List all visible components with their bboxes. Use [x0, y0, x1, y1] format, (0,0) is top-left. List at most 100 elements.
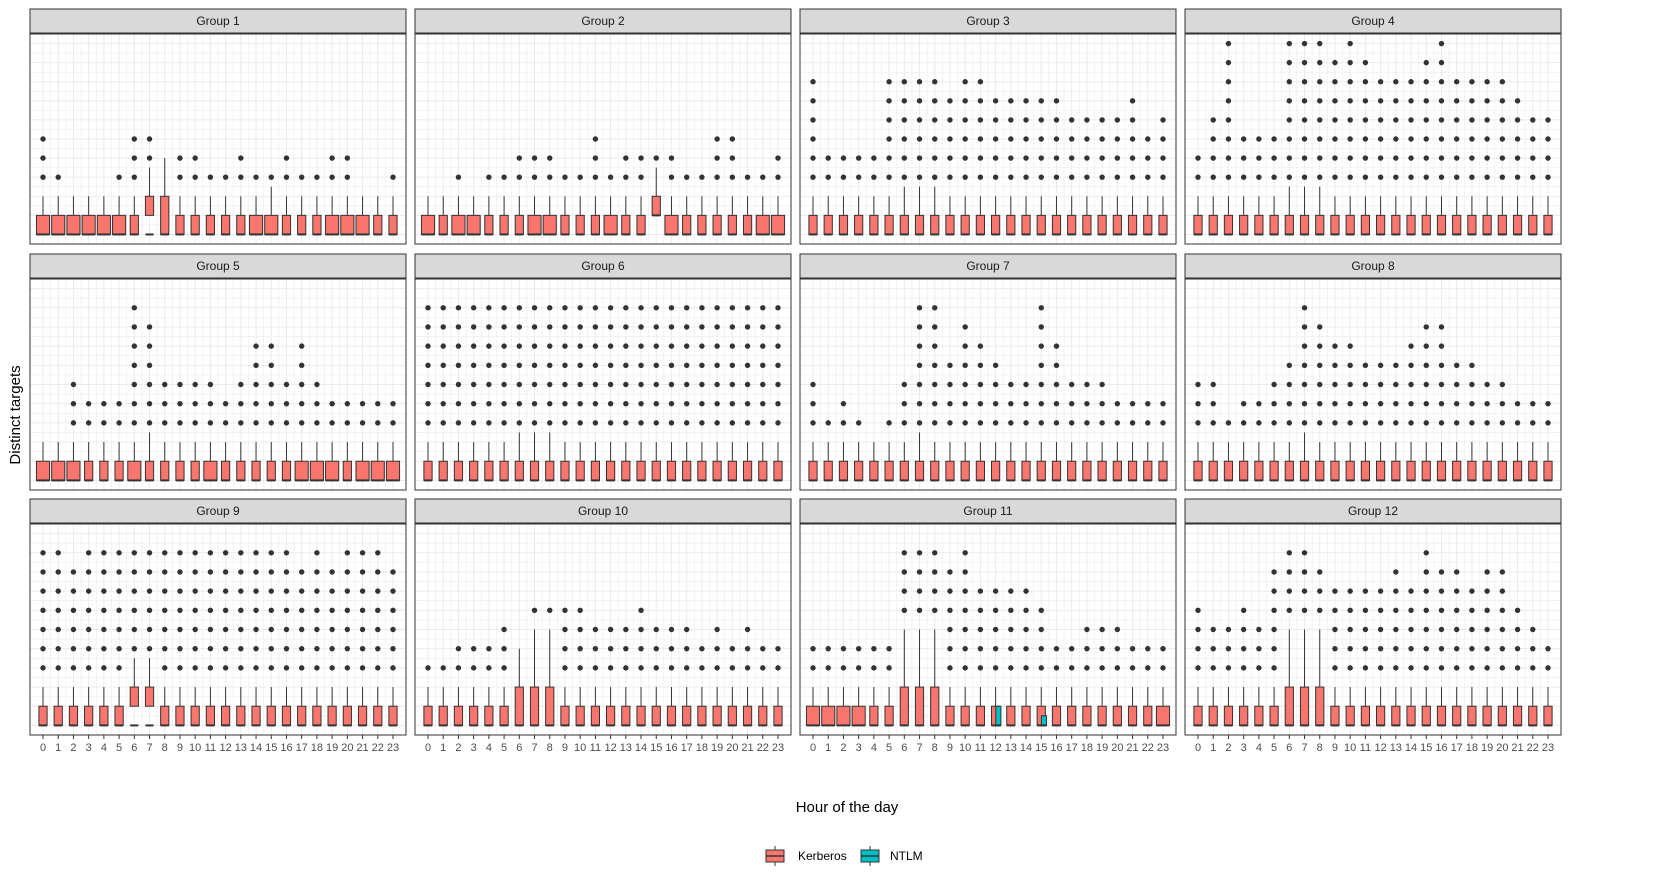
outlier-point — [714, 362, 720, 369]
gridlines — [1185, 34, 1561, 244]
outlier-point — [992, 381, 999, 388]
outlier-point — [222, 174, 229, 180]
box — [636, 214, 646, 235]
outlier-point — [760, 665, 766, 671]
outlier-point — [1038, 420, 1044, 426]
box — [281, 460, 292, 481]
outlier-point — [1393, 665, 1399, 671]
outlier-point — [238, 400, 244, 407]
box-hour-10 — [190, 155, 200, 236]
x-tick-label: 3 — [856, 742, 862, 754]
outlier-point — [85, 550, 92, 556]
box — [1223, 460, 1234, 481]
box — [264, 214, 279, 235]
outlier-point — [131, 607, 138, 614]
box-hour-22 — [373, 550, 383, 727]
outlier-point — [714, 381, 720, 388]
x-tick-label: 10 — [1344, 742, 1356, 754]
box — [1315, 214, 1325, 235]
outlier-point — [253, 381, 259, 388]
outlier-point — [131, 550, 138, 556]
outlier-point — [729, 381, 736, 388]
outlier-point — [146, 136, 153, 142]
outlier-point — [1084, 117, 1090, 123]
box — [1330, 705, 1340, 726]
facet-strip — [29, 8, 407, 34]
outlier-point — [329, 155, 335, 161]
box-hour-0 — [35, 136, 51, 236]
outlier-point — [470, 324, 477, 330]
x-tick-label: 21 — [1126, 742, 1138, 754]
box-hour-23 — [773, 645, 783, 727]
outlier-point — [268, 550, 274, 556]
outlier-point — [744, 362, 751, 369]
outlier-point — [592, 665, 599, 671]
outlier-point — [1195, 665, 1201, 671]
outlier-point — [1453, 381, 1460, 388]
box-hour-11 — [590, 136, 601, 236]
outlier-point — [977, 98, 984, 104]
outlier-point — [592, 362, 599, 369]
box-hour-13 — [621, 626, 631, 727]
box — [742, 705, 753, 726]
outlier-point — [623, 174, 629, 180]
outlier-point — [375, 420, 381, 426]
outlier-point — [390, 607, 396, 614]
box — [899, 686, 909, 726]
box — [144, 686, 155, 707]
outlier-point — [101, 550, 107, 556]
outlier-point — [932, 324, 938, 330]
x-tick-label: 13 — [620, 742, 632, 754]
box-hour-3 — [1239, 400, 1249, 482]
outlier-point — [1484, 381, 1490, 388]
box — [340, 214, 355, 235]
box-hour-6 — [129, 550, 139, 727]
box — [560, 705, 570, 726]
box-hour-16 — [1436, 40, 1447, 236]
outlier-point — [207, 174, 214, 180]
outlier-point — [1408, 155, 1414, 161]
box-hour-8 — [1315, 40, 1325, 236]
box-hour-16 — [1051, 98, 1062, 236]
x-tick-label: 12 — [219, 742, 231, 754]
outlier-point — [1038, 665, 1044, 671]
outlier-point — [1008, 381, 1014, 388]
outlier-point — [253, 665, 259, 671]
outlier-point — [962, 588, 968, 594]
outlier-point — [992, 98, 999, 104]
outlier-point — [744, 400, 751, 407]
outlier-point — [1408, 174, 1414, 180]
box-hour-9 — [175, 381, 185, 482]
outlier-point — [486, 645, 492, 652]
box-hour-1 — [51, 442, 66, 482]
x-tick-label: 6 — [1286, 742, 1292, 754]
outlier-point — [699, 174, 705, 180]
outlier-point — [962, 607, 968, 614]
outlier-point — [1038, 400, 1044, 407]
outlier-point — [962, 420, 968, 426]
outlier-point — [1256, 645, 1262, 652]
outlier-point — [1453, 79, 1460, 85]
outlier-point — [901, 381, 908, 388]
outlier-point — [577, 665, 583, 671]
outlier-point — [501, 362, 507, 369]
outlier-point — [916, 569, 923, 575]
outlier-point — [283, 645, 290, 652]
outlier-point — [470, 400, 477, 407]
box-hour-9 — [945, 362, 955, 482]
outlier-point — [501, 420, 507, 426]
outlier-point — [1377, 607, 1384, 614]
facet-strip — [1184, 498, 1562, 524]
outlier-point — [238, 174, 244, 180]
box-hour-19 — [327, 569, 337, 727]
box — [1021, 214, 1031, 235]
outlier-point — [146, 569, 153, 575]
outlier-point — [1530, 174, 1536, 180]
outlier-point — [1408, 626, 1414, 633]
outlier-point — [1317, 362, 1323, 369]
box-hour-11 — [975, 588, 986, 727]
outlier-point — [177, 381, 183, 388]
box — [51, 460, 66, 481]
box-hour-19 — [1482, 569, 1492, 727]
outlier-point — [886, 98, 892, 104]
